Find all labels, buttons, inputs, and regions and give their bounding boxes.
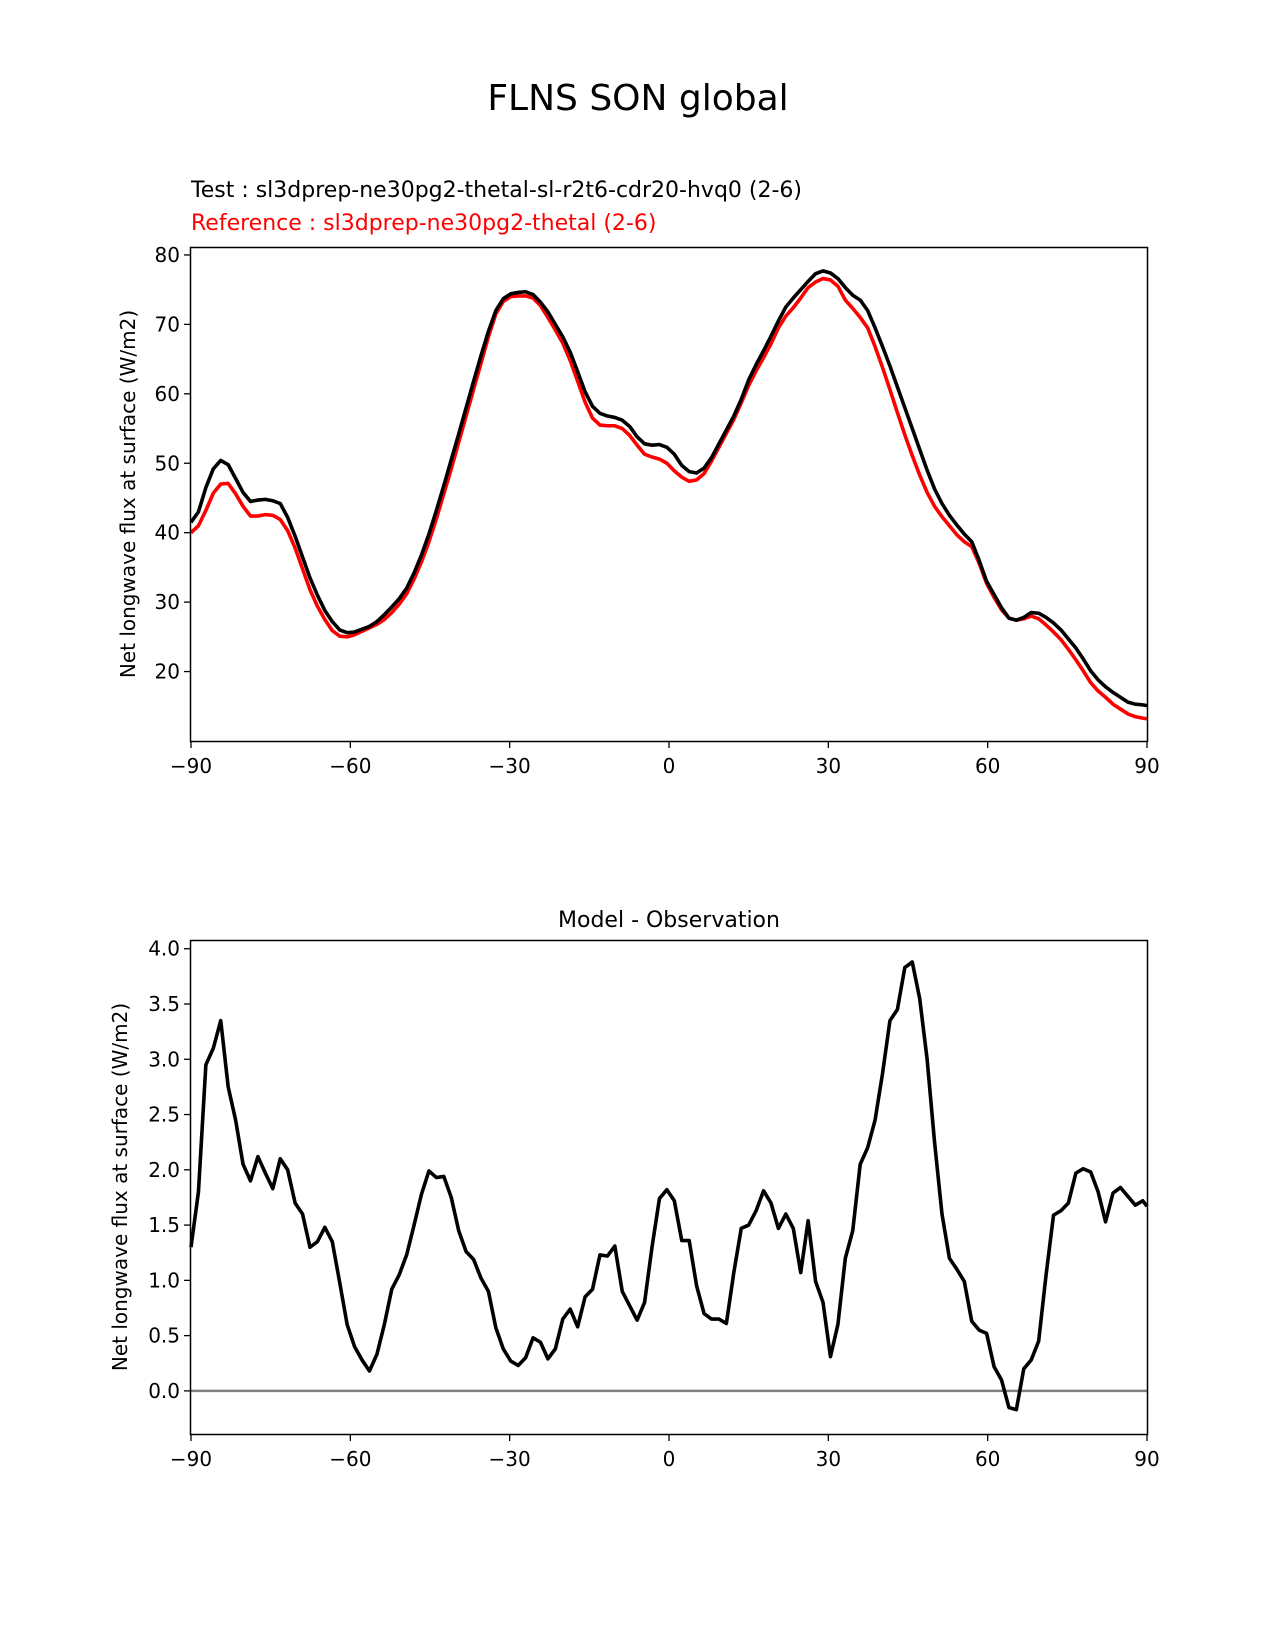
bottom-y-tick-label: 0.0 xyxy=(148,1379,180,1403)
top-x-tick-label: −60 xyxy=(329,754,371,778)
bottom-x-tick-label: 30 xyxy=(816,1447,841,1471)
top-y-tick-label: 40 xyxy=(155,521,180,545)
bottom-y-tick-label: 4.0 xyxy=(148,937,180,961)
bottom-panel: Model - Observation Net longwave flux at… xyxy=(108,908,1160,1471)
bottom-y-tick-label: 1.0 xyxy=(148,1268,180,1292)
bottom-y-tick-label: 1.5 xyxy=(148,1213,180,1237)
top-y-tick-label: 20 xyxy=(155,660,180,684)
figure-title: FLNS SON global xyxy=(487,78,788,119)
top-y-axis-label: Net longwave flux at surface (W/m2) xyxy=(116,310,140,678)
top-plot-area xyxy=(189,269,1148,721)
bottom-x-tick-label: −60 xyxy=(329,1447,371,1471)
top-y-tick-label: 30 xyxy=(155,590,180,614)
bottom-plot-area xyxy=(189,960,1149,1412)
bottom-x-tick-label: −30 xyxy=(489,1447,531,1471)
bottom-subplot-title: Model - Observation xyxy=(558,908,780,933)
top-panel: Test : sl3dprep-ne30pg2-thetal-sl-r2t6-c… xyxy=(116,178,1160,778)
bottom-y-ticks: 0.0 0.5 1.0 1.5 2.0 2.5 3.0 3.5 4.0 xyxy=(148,937,191,1403)
top-x-tick-label: 0 xyxy=(663,754,676,778)
top-x-tick-label: 90 xyxy=(1134,754,1159,778)
bottom-y-tick-label: 2.5 xyxy=(148,1103,180,1127)
top-y-tick-label: 70 xyxy=(155,312,180,336)
bottom-axes-frame xyxy=(189,939,1149,1436)
bottom-x-ticks: −90 −60 −30 0 30 60 90 xyxy=(170,1434,1160,1471)
bottom-y-axis-label: Net longwave flux at surface (W/m2) xyxy=(108,1003,132,1371)
top-x-tick-label: −30 xyxy=(489,754,531,778)
reference-caption: Reference : sl3dprep-ne30pg2-thetal (2-6… xyxy=(191,211,656,236)
bottom-y-tick-label: 3.0 xyxy=(148,1047,180,1071)
bottom-x-tick-label: 60 xyxy=(975,1447,1000,1471)
top-x-tick-label: 30 xyxy=(816,754,841,778)
bottom-x-tick-label: 0 xyxy=(663,1447,676,1471)
top-x-tick-label: 60 xyxy=(975,754,1000,778)
top-y-tick-label: 60 xyxy=(155,382,180,406)
top-x-ticks: −90 −60 −30 0 30 60 90 xyxy=(170,741,1160,778)
test-caption: Test : sl3dprep-ne30pg2-thetal-sl-r2t6-c… xyxy=(190,178,802,203)
top-y-tick-label: 50 xyxy=(155,451,180,475)
series-line-model-observation xyxy=(189,960,1149,1412)
series-line-test xyxy=(189,269,1148,708)
top-x-tick-label: −90 xyxy=(170,754,212,778)
top-y-ticks: 20 30 40 50 60 70 80 xyxy=(155,243,191,684)
bottom-y-tick-label: 2.0 xyxy=(148,1158,180,1182)
bottom-x-tick-label: −90 xyxy=(170,1447,212,1471)
bottom-y-tick-label: 3.5 xyxy=(148,992,180,1016)
bottom-x-tick-label: 90 xyxy=(1134,1447,1159,1471)
top-axes-frame xyxy=(189,246,1149,743)
bottom-y-tick-label: 0.5 xyxy=(148,1324,180,1348)
top-y-tick-label: 80 xyxy=(155,243,180,267)
